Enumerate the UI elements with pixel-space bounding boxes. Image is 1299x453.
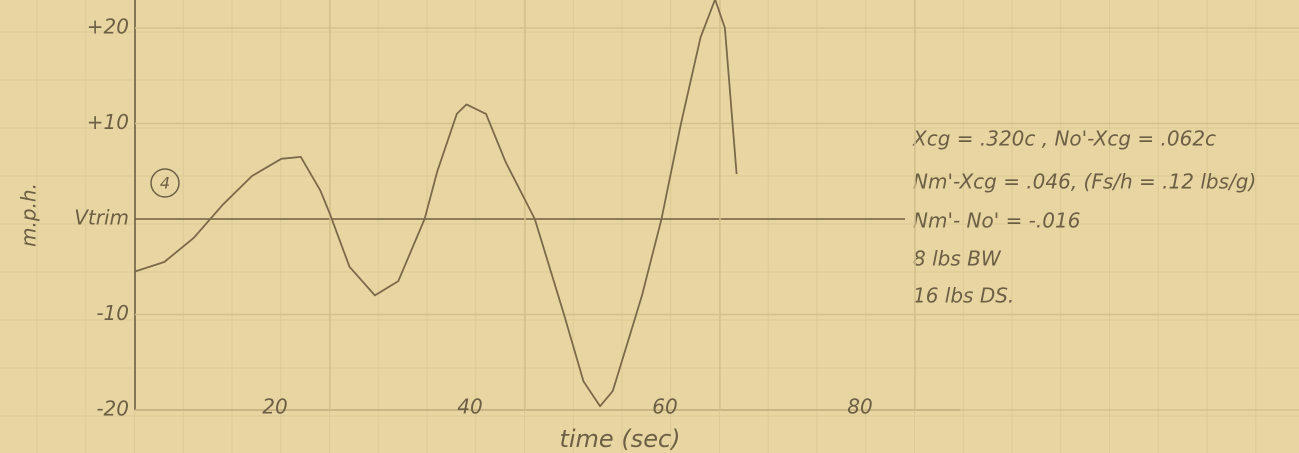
y-axis-label: m.p.h. — [17, 183, 41, 247]
x-tick-label: 80 — [847, 395, 872, 419]
annotation: 16 lbs DS. — [913, 284, 1014, 308]
annotation: Nm'-Xcg = .046, (Fs/h = .12 lbs/g) — [913, 170, 1256, 194]
x-axis-label: time (sec) — [559, 425, 680, 453]
data-line — [134, 0, 738, 408]
marker-label: 4 — [160, 174, 170, 193]
marker-circle — [150, 168, 180, 198]
y-tick-label: +10 — [87, 110, 129, 134]
y-tick-label: +20 — [87, 15, 129, 39]
x-tick-label: 20 — [262, 395, 287, 419]
annotation: 8 lbs BW — [913, 247, 1002, 271]
y-tick-label: Vtrim — [74, 206, 129, 230]
x-tick-label: 60 — [652, 395, 677, 419]
annotation: Nm'- No' = -.016 — [913, 209, 1080, 233]
y-tick-label: -20 — [96, 397, 129, 421]
annotation: Xcg = .320c , No'-Xcg = .062c — [912, 127, 1216, 151]
x-tick-label: 40 — [457, 395, 482, 419]
y-tick-label: -10 — [96, 301, 129, 325]
